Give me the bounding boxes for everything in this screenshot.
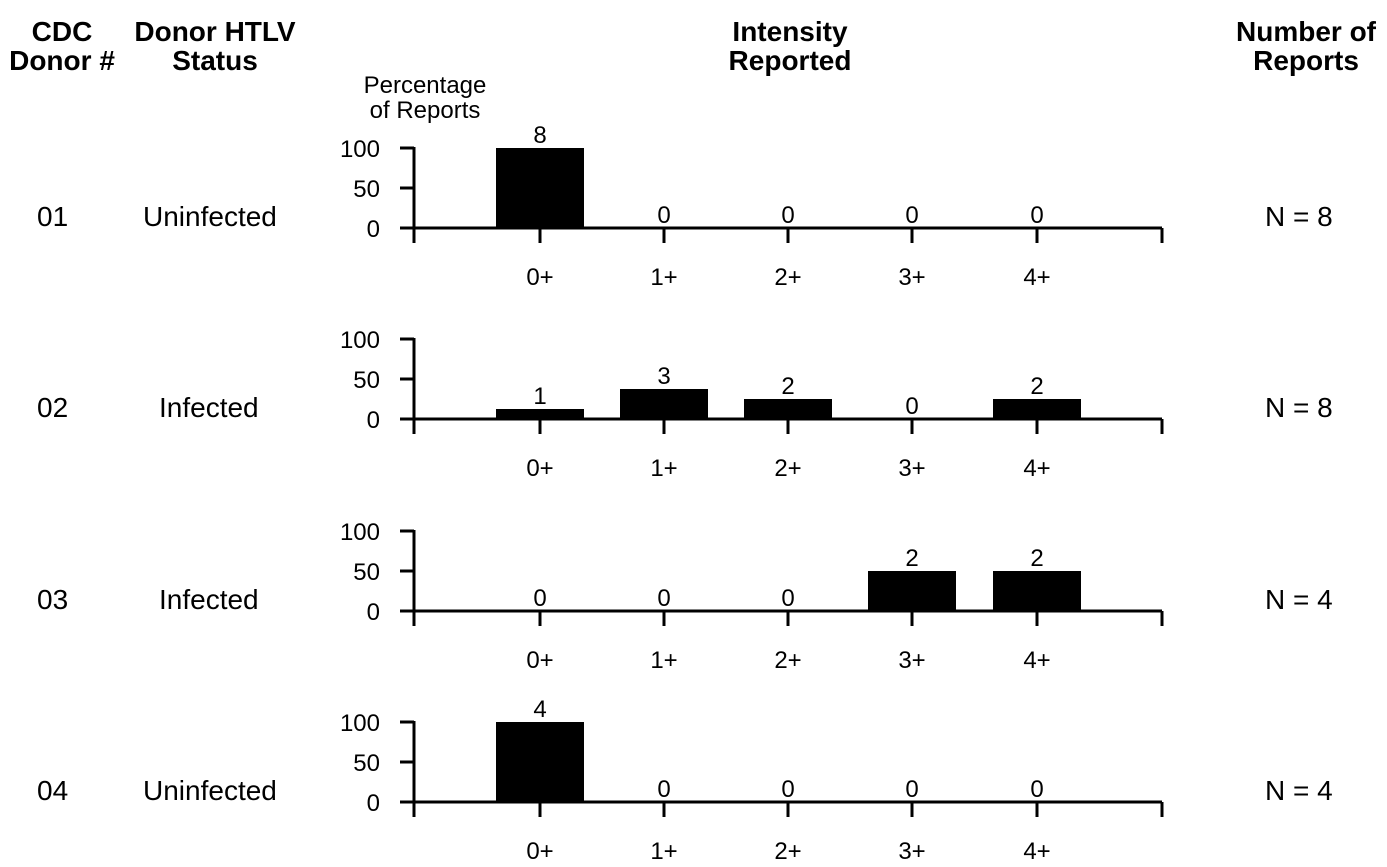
chart-1-y-tick-label-0: 0 [367,216,380,243]
header-donor-status-line2: Status [172,45,258,76]
chart-3-y-tick-label-100: 100 [340,519,380,546]
chart-3-y-tick-label-50: 50 [353,559,380,586]
row-3-n-label: N = 4 [1265,584,1333,615]
chart-1-count-label-3+: 0 [905,202,918,229]
chart-1-bar-0+ [496,148,584,228]
chart-4-count-label-4+: 0 [1030,776,1043,803]
row-4-donor: 04 [37,775,69,806]
chart-4-x-tick-label-1+: 1+ [650,838,677,865]
chart-3-x-tick-label-4+: 4+ [1023,647,1050,674]
chart-3-bar-4+ [993,571,1081,611]
chart-4-x-tick-label-0+: 0+ [526,838,553,865]
row-4-status: Uninfected [143,775,277,806]
row-3-donor: 03 [37,584,69,615]
chart-2-count-label-1+: 3 [657,363,670,390]
chart-4-bar-0+ [496,722,584,802]
chart-2-count-label-4+: 2 [1030,373,1043,400]
row-1-n-label: N = 8 [1265,201,1333,232]
row-1-donor: 01 [37,201,69,232]
chart-1-y-tick-label-50: 50 [353,176,380,203]
chart-1-count-label-4+: 0 [1030,202,1043,229]
header-intensity: Intensity Reported [690,17,890,75]
y-axis-label-line-1: Percentage [364,72,487,99]
chart-4-count-label-2+: 0 [781,776,794,803]
chart-2-y-tick-label-50: 50 [353,367,380,394]
chart-3-x-tick-label-2+: 2+ [774,647,801,674]
chart-4-count-label-0+: 4 [533,696,546,723]
chart-4-y-tick-label-100: 100 [340,710,380,737]
header-donor-status-line1: Donor HTLV [134,16,296,47]
header-donor-number: CDC Donor # [0,17,124,75]
chart-4-y-tick-label-50: 50 [353,750,380,777]
chart-2-y-tick-label-0: 0 [367,407,380,434]
row-4-n-label: N = 4 [1265,775,1333,806]
chart-1-x-tick-label-3+: 3+ [898,264,925,291]
chart-1-count-label-1+: 0 [657,202,670,229]
header-intensity-line1: Intensity [732,16,848,47]
chart-2-bar-2+ [744,399,832,419]
chart-2-count-label-0+: 1 [533,383,546,410]
chart-3-count-label-2+: 0 [781,585,794,612]
y-axis-label-line-2: of Reports [370,97,481,124]
header-number-of-reports-line1: Number of [1236,16,1376,47]
chart-2-x-tick-label-2+: 2+ [774,455,801,482]
chart-2-y-tick-label-100: 100 [340,327,380,354]
chart-3-x-tick-label-0+: 0+ [526,647,553,674]
chart-1-x-tick-label-2+: 2+ [774,264,801,291]
chart-3-x-tick-label-3+: 3+ [898,647,925,674]
chart-2-count-label-2+: 2 [781,373,794,400]
row-2-n-label: N = 8 [1265,392,1333,423]
chart-3-count-label-0+: 0 [533,585,546,612]
chart-4-x-tick-label-4+: 4+ [1023,838,1050,865]
chart-4-count-label-1+: 0 [657,776,670,803]
header-donor-number-line1: CDC [31,16,93,47]
chart-4-x-tick-label-2+: 2+ [774,838,801,865]
chart-1-x-tick-label-0+: 0+ [526,264,553,291]
chart-2-bar-1+ [620,389,708,419]
chart-2-x-tick-label-3+: 3+ [898,455,925,482]
chart-4-count-label-3+: 0 [905,776,918,803]
chart-1-x-tick-label-1+: 1+ [650,264,677,291]
chart-4-x-tick-label-3+: 3+ [898,838,925,865]
chart-2-x-tick-label-0+: 0+ [526,455,553,482]
chart-1-count-label-2+: 0 [781,202,794,229]
chart-3-bar-3+ [868,571,956,611]
chart-3-count-label-3+: 2 [905,545,918,572]
header-donor-number-line2: Donor # [9,45,115,76]
chart-2-count-label-3+: 0 [905,393,918,420]
chart-2-bar-0+ [496,409,584,419]
chart-1-count-label-0+: 8 [533,122,546,149]
chart-2-x-tick-label-1+: 1+ [650,455,677,482]
row-2-status: Infected [159,392,259,423]
chart-3-x-tick-label-1+: 1+ [650,647,677,674]
chart-3-y-tick-label-0: 0 [367,599,380,626]
chart-3-count-label-1+: 0 [657,585,670,612]
header-donor-status: Donor HTLV Status [120,17,310,75]
chart-1-y-tick-label-100: 100 [340,136,380,163]
chart-3-count-label-4+: 2 [1030,545,1043,572]
header-intensity-line2: Reported [728,45,852,76]
row-1-status: Uninfected [143,201,277,232]
row-2-donor: 02 [37,392,69,423]
header-number-of-reports-line2: Reports [1253,45,1359,76]
header-number-of-reports: Number of Reports [1225,17,1387,75]
chart-2-bar-4+ [993,399,1081,419]
chart-2-x-tick-label-4+: 4+ [1023,455,1050,482]
chart-4-y-tick-label-0: 0 [367,790,380,817]
chart-1-x-tick-label-4+: 4+ [1023,264,1050,291]
row-3-status: Infected [159,584,259,615]
